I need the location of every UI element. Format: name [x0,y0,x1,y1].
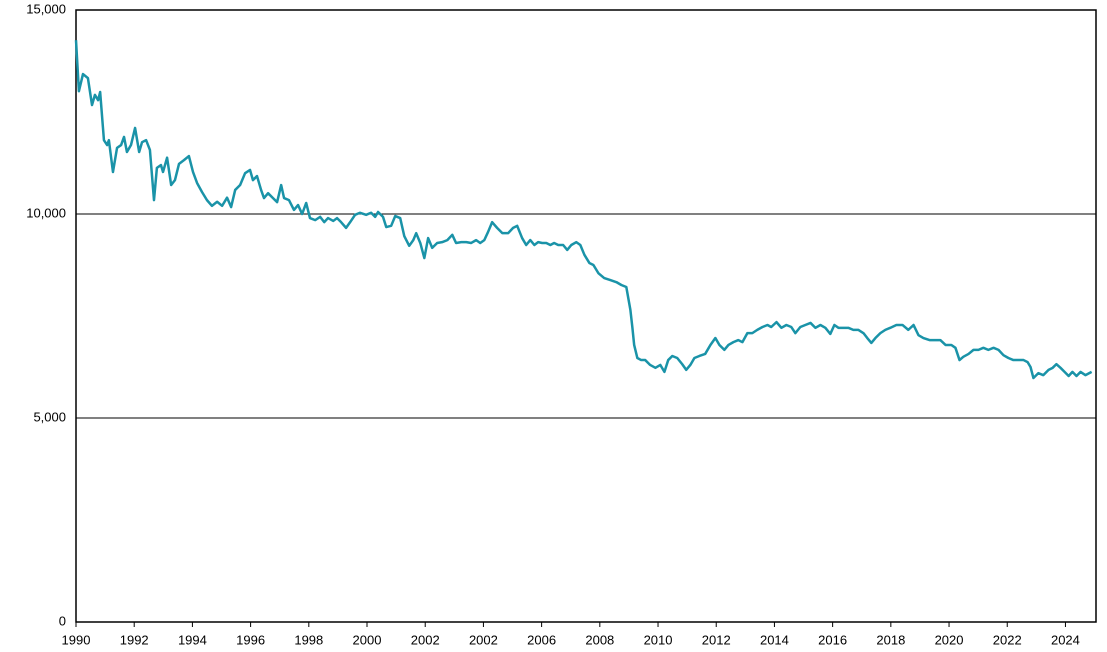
x-tick-label: 2000 [353,632,382,647]
x-tick-label: 2024 [1051,632,1080,647]
x-tick-label: 1996 [236,632,265,647]
x-tick-label: 2006 [527,632,556,647]
x-tick-label: 2022 [993,632,1022,647]
x-tick-label: 2020 [935,632,964,647]
y-tick-label: 5,000 [33,409,66,424]
x-tick-label: 2016 [818,632,847,647]
x-tick-label: 2018 [876,632,905,647]
x-tick-label: 2002 [469,632,498,647]
y-tick-label: 10,000 [26,205,66,220]
y-tick-label: 15,000 [26,1,66,16]
x-tick-label: 2008 [585,632,614,647]
x-tick-label: 1998 [294,632,323,647]
x-tick-label: 2012 [702,632,731,647]
y-tick-label: 0 [59,613,66,628]
x-tick-label: 2010 [644,632,673,647]
x-tick-label: 1992 [120,632,149,647]
x-tick-label: 1990 [62,632,91,647]
x-tick-label: 2002 [411,632,440,647]
x-tick-label: 2014 [760,632,789,647]
data-line [74,40,1093,380]
x-tick-label: 1994 [178,632,207,647]
plot-frame [75,9,1097,623]
